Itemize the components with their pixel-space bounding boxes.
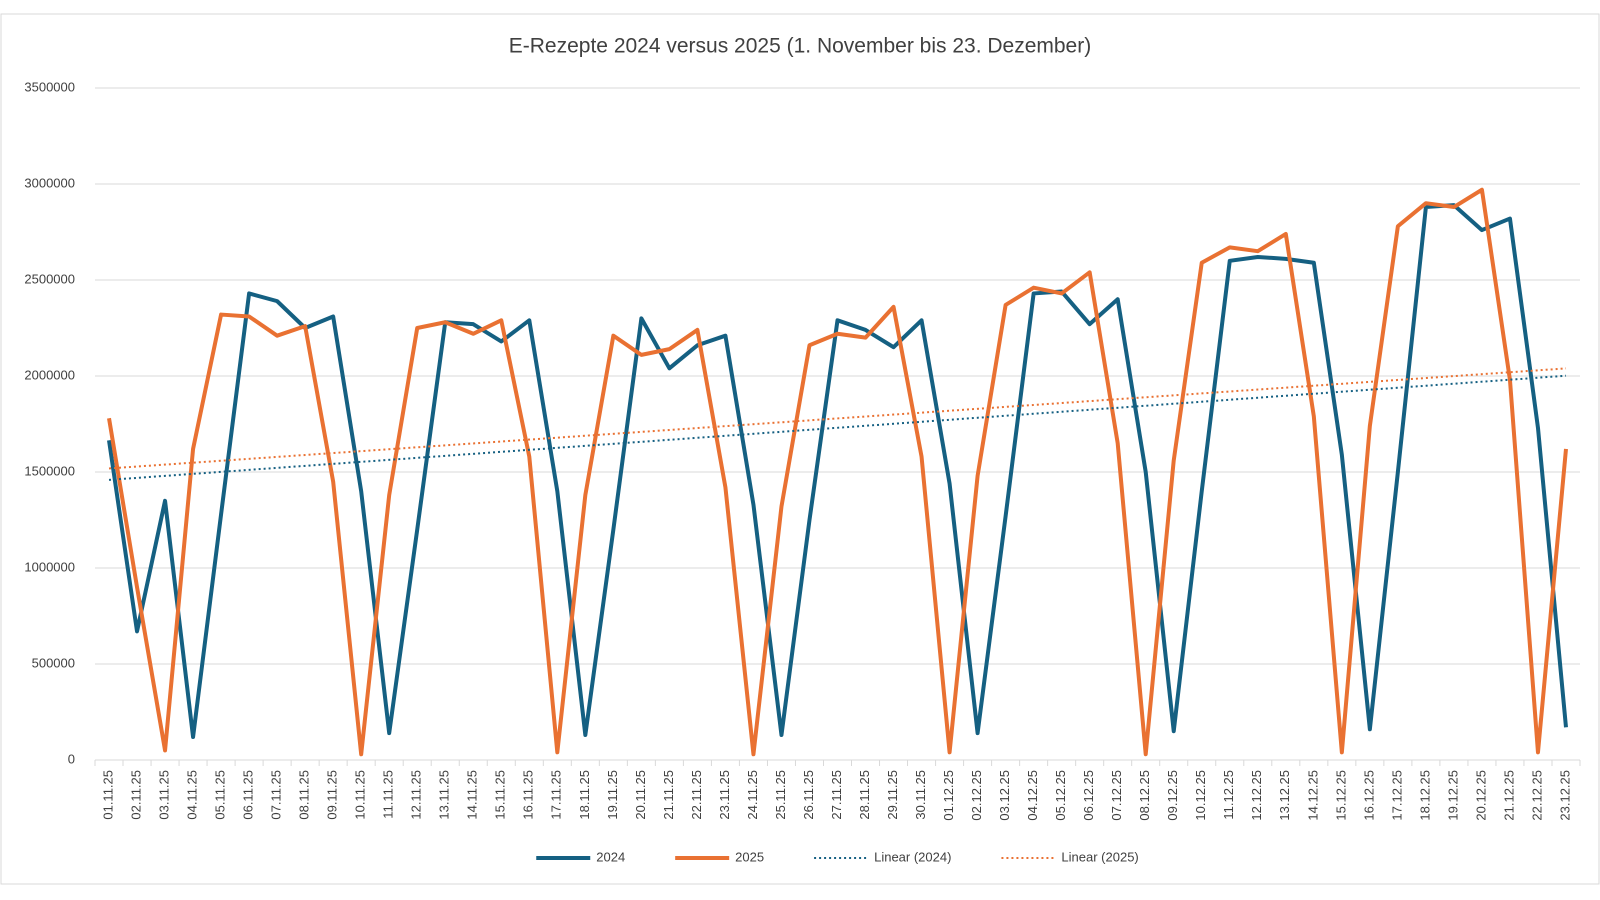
x-tick-label: 22.12.25 — [1529, 770, 1544, 821]
x-tick-label: 05.11.25 — [213, 770, 228, 820]
x-tick-label: 16.12.25 — [1361, 770, 1376, 821]
y-tick-label: 1000000 — [24, 559, 75, 574]
series-line — [107, 187, 1568, 757]
x-tick-label: 19.12.25 — [1445, 770, 1460, 821]
legend-label: 2024 — [596, 849, 625, 864]
x-tick-label: 22.11.25 — [689, 770, 704, 820]
x-tick-label: 01.11.25 — [100, 770, 115, 820]
x-tick-label: 18.11.25 — [577, 770, 592, 820]
x-tick-label: 04.11.25 — [185, 770, 200, 820]
x-tick-label: 08.11.25 — [297, 770, 312, 820]
x-tick-label: 11.11.25 — [381, 770, 396, 819]
legend: 2024 2025 Linear (2024) Linear (2025) — [536, 849, 1139, 864]
x-tick-label: 14.11.25 — [465, 770, 480, 820]
x-tick-label: 03.12.25 — [997, 770, 1012, 821]
x-tick-label: 19.11.25 — [605, 770, 620, 820]
x-tick-label: 07.12.25 — [1109, 770, 1124, 821]
x-tick-label: 04.12.25 — [1025, 770, 1040, 821]
x-tick-label: 15.12.25 — [1333, 770, 1348, 821]
trend-line — [108, 367, 1567, 470]
x-tick-label: 07.11.25 — [269, 770, 284, 820]
x-tick-label: 26.11.25 — [801, 770, 816, 820]
x-tick-label: 17.12.25 — [1389, 770, 1404, 821]
x-tick-label: 09.11.25 — [325, 770, 340, 820]
y-tick-label: 1500000 — [24, 463, 75, 478]
legend-label: 2025 — [735, 849, 764, 864]
x-tick-label: 10.12.25 — [1193, 770, 1208, 821]
x-tick-label: 10.11.25 — [353, 770, 368, 820]
y-tick-label: 3000000 — [24, 175, 75, 190]
chart-frame — [0, 13, 1600, 885]
x-tick-label: 24.11.25 — [745, 770, 760, 820]
x-tick-label: 20.12.25 — [1473, 770, 1488, 821]
x-tick-label: 18.12.25 — [1417, 770, 1432, 821]
x-tick-label: 30.11.25 — [913, 770, 928, 820]
x-tick-label: 11.12.25 — [1221, 770, 1236, 820]
x-tick-label: 03.11.25 — [156, 770, 171, 820]
x-tick-label: 08.12.25 — [1137, 770, 1152, 821]
x-tick-label: 23.11.25 — [717, 770, 732, 820]
x-tick-label: 21.11.25 — [661, 770, 676, 820]
x-tick-label: 02.12.25 — [969, 770, 984, 821]
x-tick-label: 29.11.25 — [885, 770, 900, 820]
y-tick-label: 2000000 — [24, 367, 75, 382]
x-tick-label: 01.12.25 — [941, 770, 956, 821]
legend-label: Linear (2025) — [1061, 849, 1138, 864]
x-tick-label: 23.12.25 — [1557, 770, 1572, 821]
x-tick-label: 27.11.25 — [829, 770, 844, 820]
x-tick-label: 16.11.25 — [521, 770, 536, 820]
x-tick-label: 21.12.25 — [1501, 770, 1516, 821]
x-tick-label: 20.11.25 — [633, 770, 648, 820]
y-tick-label: 2500000 — [24, 271, 75, 286]
legend-label: Linear (2024) — [874, 849, 951, 864]
y-tick-label: 500000 — [32, 655, 75, 670]
x-tick-label: 12.12.25 — [1249, 770, 1264, 821]
x-tick-label: 28.11.25 — [857, 770, 872, 820]
x-tick-label: 12.11.25 — [409, 770, 424, 820]
x-tick-label: 13.12.25 — [1277, 770, 1292, 821]
x-tick-label: 02.11.25 — [128, 770, 143, 820]
y-tick-label: 3500000 — [24, 79, 75, 94]
x-tick-label: 09.12.25 — [1165, 770, 1180, 821]
x-tick-label: 05.12.25 — [1053, 770, 1068, 821]
y-tick-label: 0 — [68, 751, 75, 766]
x-tick-label: 17.11.25 — [549, 770, 564, 820]
trend-line — [108, 374, 1567, 481]
x-tick-label: 15.11.25 — [493, 770, 508, 820]
chart-title: E-Rezepte 2024 versus 2025 (1. November … — [509, 35, 1091, 58]
series-line — [107, 203, 1568, 739]
x-tick-label: 25.11.25 — [773, 770, 788, 820]
x-tick-label: 06.12.25 — [1081, 770, 1096, 821]
x-tick-label: 14.12.25 — [1305, 770, 1320, 821]
x-tick-label: 13.11.25 — [437, 770, 452, 820]
x-tick-label: 06.11.25 — [241, 770, 256, 820]
